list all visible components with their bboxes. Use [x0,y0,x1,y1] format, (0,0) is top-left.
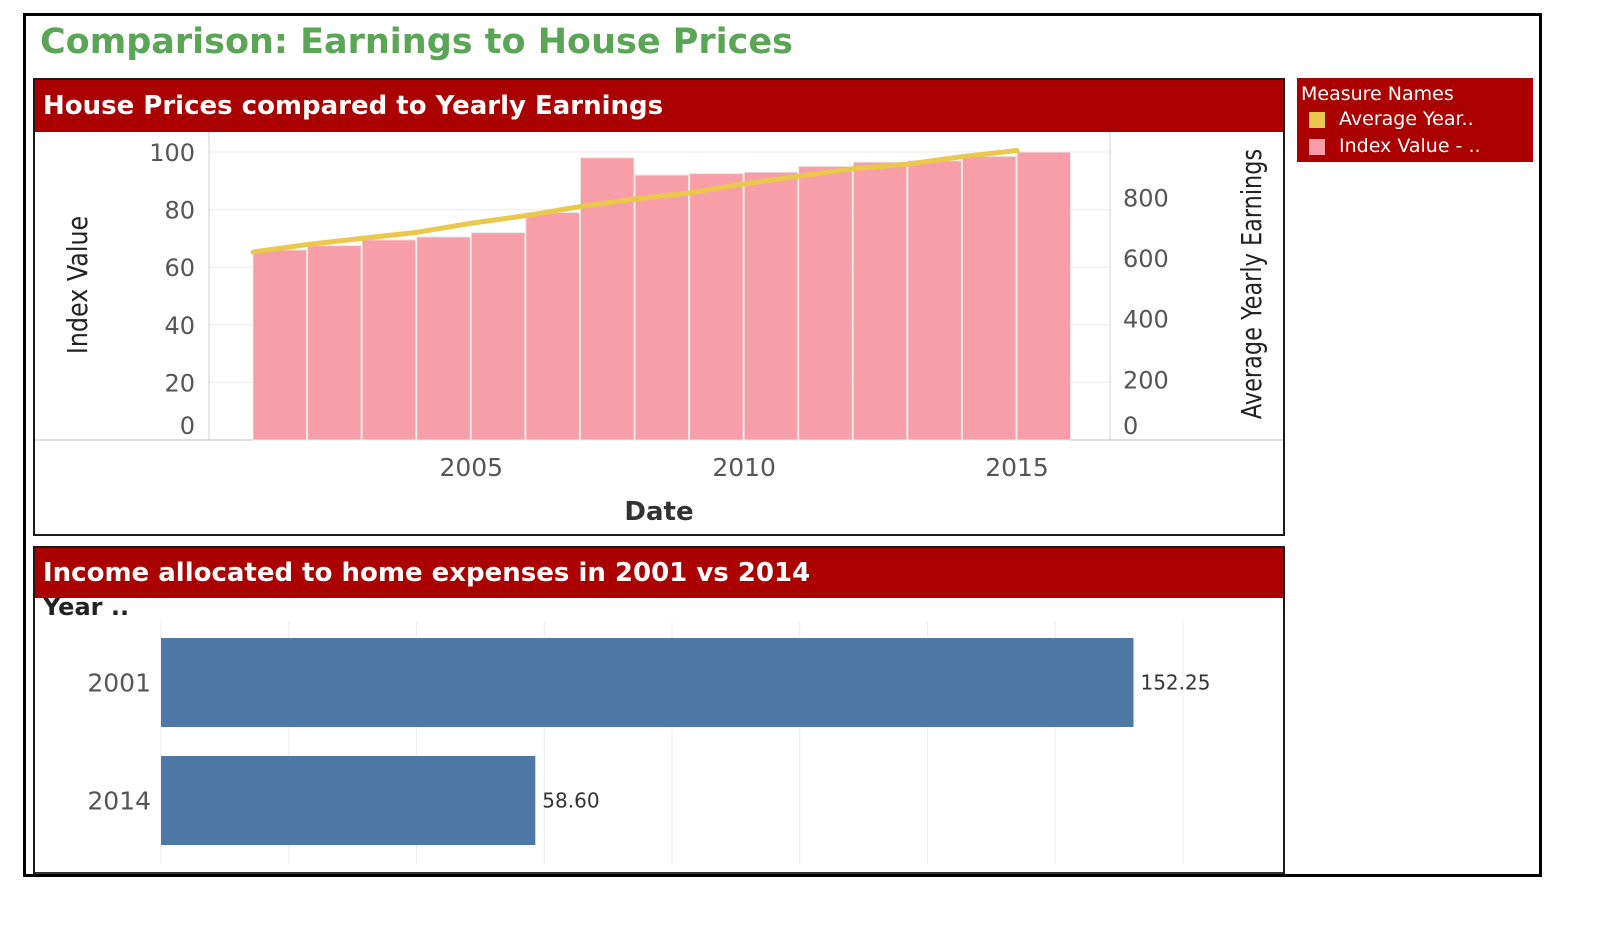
x-tick-label: 2005 [439,453,503,482]
y-tick-label: 40 [164,312,195,340]
house-prices-chart[interactable]: 0 20 40 60 80 100 0 200 400 600 800 2005 2010 2015 Dat… [35,132,1283,534]
x-tick-label: 2015 [985,453,1049,482]
home-expenses-panel: Income allocated to home expenses in 200… [33,546,1285,874]
y2-tick-label: 800 [1123,184,1169,212]
bar [416,236,471,441]
x-tick-label: 2010 [712,453,776,482]
y2-tick-label: 0 [1123,412,1138,440]
legend-item-label: Average Year.. [1339,108,1474,130]
legend-swatch [1309,138,1325,155]
data-label: 152.25 [1140,671,1210,695]
y2-tick-label: 200 [1123,366,1169,394]
category-label: 2001 [87,669,151,698]
home-expenses-chart[interactable]: Year .. 2001 152.25 2014 58.60 [35,598,1283,876]
y-tick-label: 20 [164,369,195,397]
y-axis-title: Index Value [62,216,94,354]
y-tick-label: 60 [164,254,195,282]
bar [470,232,526,441]
legend[interactable]: Measure Names Average Year.. Index Value… [1297,78,1533,162]
bar [743,171,799,441]
bar [307,245,362,441]
bar [798,165,853,441]
bar [252,249,308,441]
bar [852,161,908,441]
legend-item-earnings[interactable]: Average Year.. [1301,106,1529,133]
y2-axis-title: Average Yearly Earnings [1234,149,1267,419]
house-prices-panel: House Prices compared to Yearly Earnings… [33,78,1285,536]
bar [689,173,744,441]
bar [361,239,417,441]
y2-tick-label: 600 [1123,245,1169,273]
dashboard-title: Comparison: Earnings to House Prices [40,22,793,62]
legend-item-label: Index Value - .. [1339,135,1481,157]
legend-title: Measure Names [1301,83,1454,105]
bar [525,211,580,441]
legend-swatch [1309,111,1325,128]
bar [161,756,536,845]
bar [161,638,1134,727]
y-tick-label: 100 [149,139,195,167]
x-axis-title: Date [624,497,693,527]
category-label: 2014 [87,787,151,816]
legend-item-index[interactable]: Index Value - .. [1301,133,1529,160]
bar [961,155,1017,441]
panel-title: House Prices compared to Yearly Earnings [35,80,1283,132]
bar [634,174,690,441]
y2-tick-label: 400 [1123,306,1169,334]
data-label: 58.60 [542,789,599,813]
axis-header: Year .. [42,598,129,621]
y-tick-label: 80 [164,197,195,225]
panel-title: Income allocated to home expenses in 200… [35,548,1283,598]
bar [907,160,962,441]
earnings-line [250,147,1020,255]
y-tick-label: 0 [180,412,195,440]
bar [1016,151,1072,441]
